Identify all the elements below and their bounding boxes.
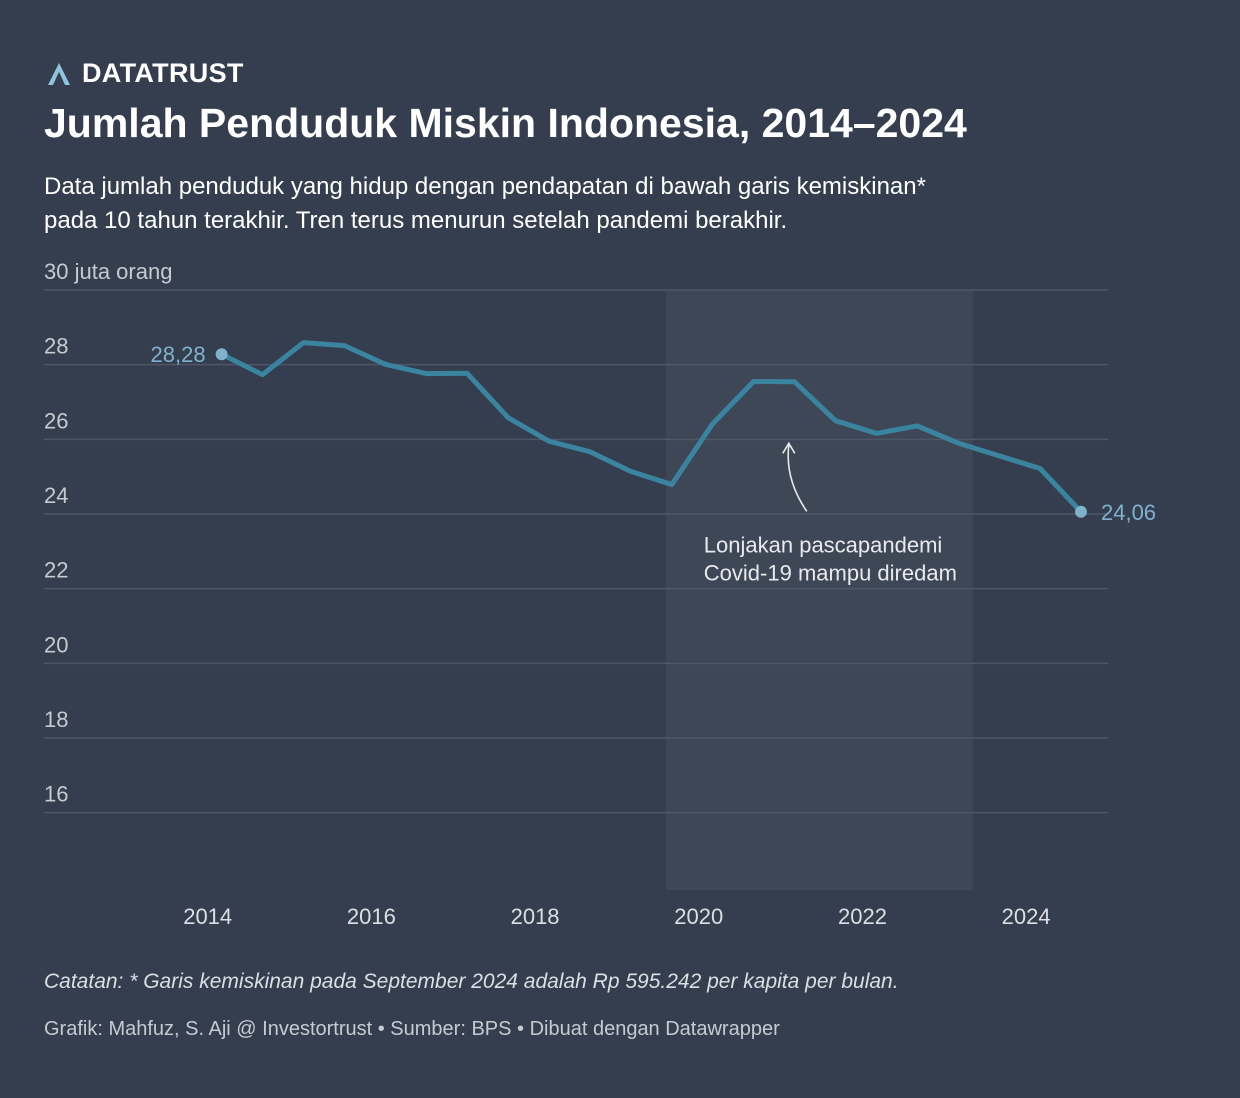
chart-subtitle: Data jumlah penduduk yang hidup dengan p… — [44, 170, 1144, 238]
y-tick-label: 18 — [44, 707, 68, 732]
x-tick-label: 2022 — [838, 904, 887, 929]
annotation-arrowhead — [782, 441, 796, 454]
pandemic-highlight-group — [666, 290, 973, 890]
pandemic-highlight-band — [666, 290, 973, 890]
y-tick-label: 20 — [44, 632, 68, 657]
y-tick-label: 24 — [44, 483, 68, 508]
brand-name: DATATRUST — [82, 58, 244, 88]
annotation-group: Lonjakan pascapandemi Covid-19 mampu dire… — [704, 441, 957, 585]
chart-note: Catatan: * Garis kemiskinan pada Septemb… — [44, 970, 899, 993]
annotation-line-1: Lonjakan pascapandemi — [704, 532, 943, 557]
y-tick-label: 28 — [44, 334, 68, 359]
y-tick-labels-group: 30 juta orang 28 26 24 22 20 18 16 — [44, 259, 172, 807]
x-tick-label: 2016 — [347, 904, 396, 929]
brand: DATATRUST — [46, 58, 244, 89]
end-value-label: 24,06 — [1101, 500, 1156, 525]
series-line-0 — [219, 340, 1084, 515]
x-tick-labels-group: 2014 2016 2018 2020 2022 2024 — [183, 904, 1050, 929]
series-group: 28,28 24,06 — [151, 340, 1156, 525]
gridlines-group — [44, 289, 1108, 814]
subtitle-line-1: Data jumlah penduduk yang hidup dengan p… — [44, 173, 926, 200]
annotation-arrow-shaft — [787, 445, 808, 512]
chart-source: Grafik: Mahfuz, S. Aji @ Investortrust •… — [44, 1018, 780, 1040]
subtitle-line-2: pada 10 tahun terakhir. Tren terus menur… — [44, 207, 788, 234]
y-tick-label: 30 juta orang — [44, 259, 172, 284]
datatrust-logo-icon — [48, 62, 70, 85]
y-tick-label: 26 — [44, 408, 68, 433]
x-tick-label: 2018 — [511, 904, 560, 929]
start-value-label: 28,28 — [151, 342, 206, 367]
y-tick-label: 22 — [44, 558, 68, 583]
y-tick-label: 16 — [44, 782, 68, 807]
endpoint-marker — [1074, 505, 1087, 518]
endpoint-marker — [215, 348, 228, 361]
x-tick-label: 2020 — [674, 904, 723, 929]
x-tick-label: 2014 — [183, 904, 232, 929]
annotation-line-2: Covid-19 mampu diredam — [704, 560, 957, 585]
chart-title: Jumlah Penduduk Miskin Indonesia, 2014–2… — [44, 100, 967, 146]
x-tick-label: 2024 — [1002, 904, 1051, 929]
